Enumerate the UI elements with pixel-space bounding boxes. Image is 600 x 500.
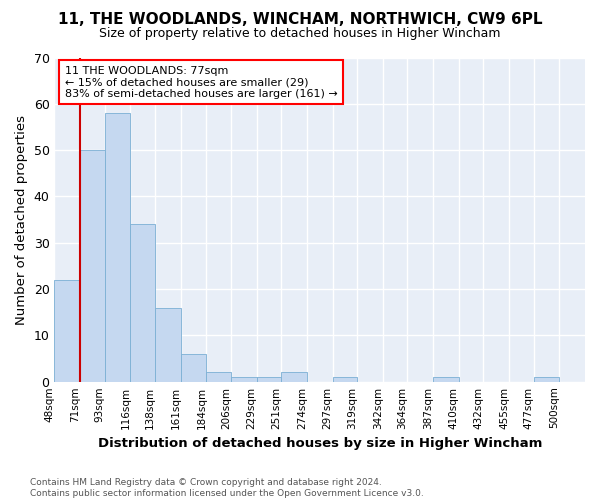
Bar: [433, 377, 459, 382]
Bar: [206, 372, 231, 382]
Bar: [104, 113, 130, 382]
Bar: [155, 308, 181, 382]
X-axis label: Distribution of detached houses by size in Higher Wincham: Distribution of detached houses by size …: [98, 437, 542, 450]
Text: Contains HM Land Registry data © Crown copyright and database right 2024.
Contai: Contains HM Land Registry data © Crown c…: [30, 478, 424, 498]
Bar: [231, 377, 257, 382]
Bar: [281, 372, 307, 382]
Text: Size of property relative to detached houses in Higher Wincham: Size of property relative to detached ho…: [99, 28, 501, 40]
Bar: [533, 377, 559, 382]
Text: 11, THE WOODLANDS, WINCHAM, NORTHWICH, CW9 6PL: 11, THE WOODLANDS, WINCHAM, NORTHWICH, C…: [58, 12, 542, 28]
Text: 11 THE WOODLANDS: 77sqm
← 15% of detached houses are smaller (29)
83% of semi-de: 11 THE WOODLANDS: 77sqm ← 15% of detache…: [65, 66, 338, 99]
Bar: [55, 280, 80, 382]
Bar: [257, 377, 281, 382]
Bar: [130, 224, 155, 382]
Bar: [332, 377, 357, 382]
Bar: [80, 150, 104, 382]
Bar: [181, 354, 206, 382]
Y-axis label: Number of detached properties: Number of detached properties: [15, 114, 28, 324]
